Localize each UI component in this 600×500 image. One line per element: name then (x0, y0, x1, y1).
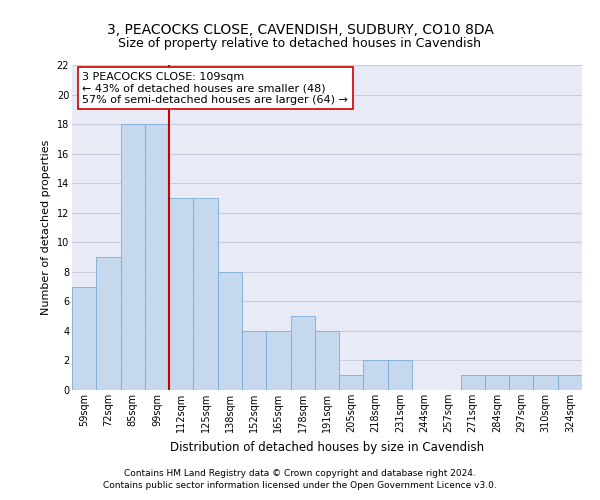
Bar (193, 198, 218, 390)
Text: 3, PEACOCKS CLOSE, CAVENDISH, SUDBURY, CO10 8DA: 3, PEACOCKS CLOSE, CAVENDISH, SUDBURY, C… (107, 22, 493, 36)
Bar (169, 198, 193, 390)
Bar (388, 360, 412, 390)
Bar (242, 331, 266, 390)
Bar (121, 124, 145, 390)
Bar (315, 331, 339, 390)
Bar (96, 257, 121, 390)
Bar (72, 286, 96, 390)
Bar (218, 272, 242, 390)
Bar (145, 124, 169, 390)
Y-axis label: Number of detached properties: Number of detached properties (41, 140, 51, 315)
Bar (485, 375, 509, 390)
Bar (461, 375, 485, 390)
Bar (533, 375, 558, 390)
Text: Contains HM Land Registry data © Crown copyright and database right 2024.: Contains HM Land Registry data © Crown c… (124, 468, 476, 477)
Text: 3 PEACOCKS CLOSE: 109sqm
← 43% of detached houses are smaller (48)
57% of semi-d: 3 PEACOCKS CLOSE: 109sqm ← 43% of detach… (82, 72, 348, 104)
Text: Contains public sector information licensed under the Open Government Licence v3: Contains public sector information licen… (103, 481, 497, 490)
X-axis label: Distribution of detached houses by size in Cavendish: Distribution of detached houses by size … (170, 440, 484, 454)
Text: Size of property relative to detached houses in Cavendish: Size of property relative to detached ho… (119, 38, 482, 51)
Bar (339, 375, 364, 390)
Bar (509, 375, 533, 390)
Bar (558, 375, 582, 390)
Bar (266, 331, 290, 390)
Bar (290, 316, 315, 390)
Bar (364, 360, 388, 390)
